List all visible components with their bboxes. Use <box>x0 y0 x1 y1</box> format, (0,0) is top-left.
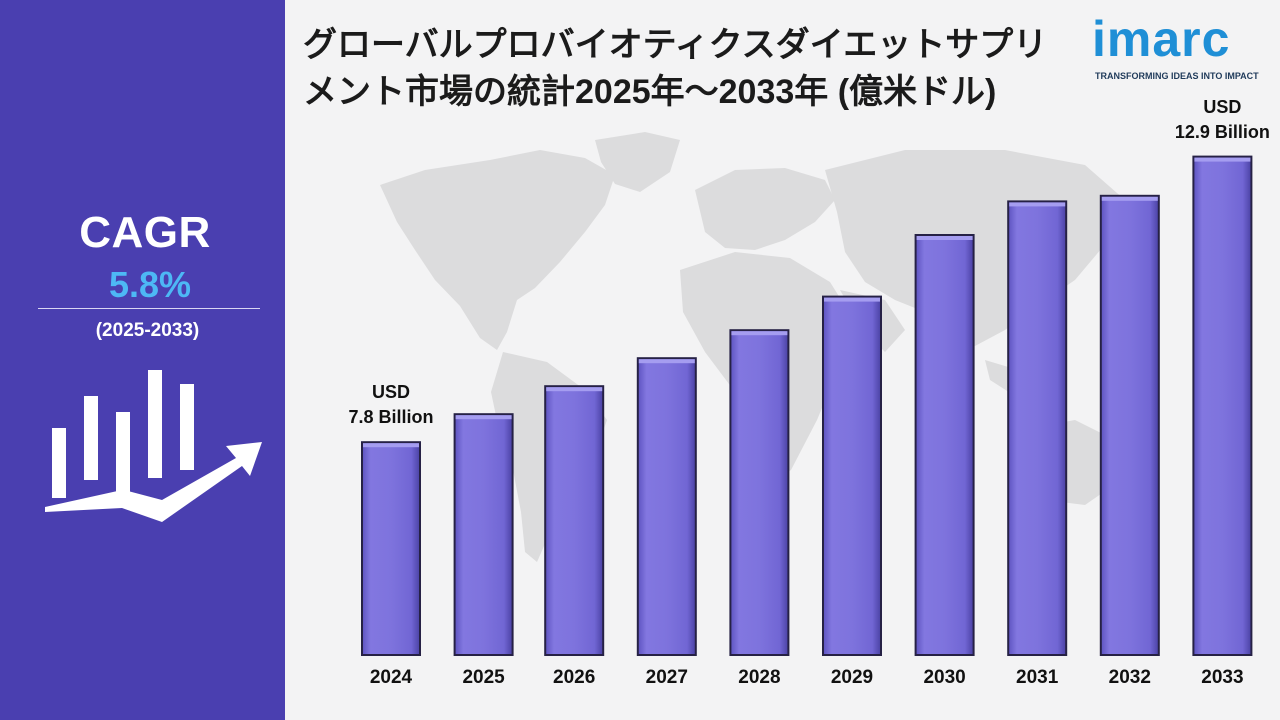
bar-2027 <box>636 357 697 656</box>
bar-highlight-2026 <box>546 387 603 392</box>
bar-2026 <box>544 385 605 656</box>
imarc-logo: imarc TRANSFORMING IDEAS INTO IMPACT <box>1092 10 1267 86</box>
bar-highlight-2033 <box>1194 157 1251 162</box>
value-label-2033: USD 12.9 Billion <box>1142 95 1280 145</box>
bar-chart: 2024 2025 2026 2027 2028 2029 2030 2031 2032 2033 <box>361 155 1253 688</box>
bar-2028 <box>729 329 790 656</box>
bar-2033 <box>1192 155 1253 656</box>
value-label-amount: 12.9 Billion <box>1174 121 1270 142</box>
bar-2025 <box>453 413 514 657</box>
value-label-amount: 7.8 Billion <box>348 407 434 428</box>
bar-2031 <box>1007 200 1068 656</box>
bar-highlight-2030 <box>916 236 973 240</box>
x-tick-label-2029: 2029 <box>831 667 873 688</box>
value-label-2024: USD 7.8 Billion <box>311 380 471 430</box>
logo-wordmark: imarc <box>1092 11 1231 67</box>
bar-highlight-2027 <box>638 359 695 364</box>
bar-2032 <box>1099 194 1160 657</box>
cagr-value: 5.8% <box>108 264 192 305</box>
value-label-currency: USD <box>1203 96 1242 117</box>
chart-title: グローバルプロバイオティクスダイエットサプリメント市場の統計2025年～2033… <box>303 26 1048 111</box>
x-tick-label-2027: 2027 <box>646 667 688 688</box>
x-tick-label-2031: 2031 <box>1016 667 1059 688</box>
value-label-currency: USD <box>371 382 410 403</box>
x-tick-label-2028: 2028 <box>738 667 780 688</box>
logo-tagline: TRANSFORMING IDEAS INTO IMPACT <box>1095 71 1259 81</box>
bar-highlight-2032 <box>1101 196 1158 201</box>
x-tick-label-2024: 2024 <box>370 667 413 688</box>
x-tick-label-2026: 2026 <box>553 667 595 688</box>
bar-highlight-2031 <box>1009 202 1066 207</box>
x-tick-label-2025: 2025 <box>462 667 505 688</box>
cagr-panel: CAGR 5.8% (2025-2033) <box>0 0 285 720</box>
bar-2029 <box>822 295 882 656</box>
bar-highlight-2025 <box>455 415 512 420</box>
growth-chart-icon <box>45 370 262 522</box>
x-tick-label-2030: 2030 <box>923 667 965 688</box>
cagr-label: CAGR <box>79 208 211 257</box>
bar-highlight-2029 <box>824 297 880 302</box>
x-tick-label-2033: 2033 <box>1201 667 1243 688</box>
bar-highlight-2028 <box>731 331 788 336</box>
cagr-divider <box>38 308 260 309</box>
x-tick-label-2032: 2032 <box>1109 667 1151 688</box>
bar-highlight-2024 <box>363 443 419 448</box>
bar-2030 <box>914 234 975 656</box>
bar-2024 <box>361 441 421 657</box>
cagr-period: (2025-2033) <box>95 320 200 341</box>
